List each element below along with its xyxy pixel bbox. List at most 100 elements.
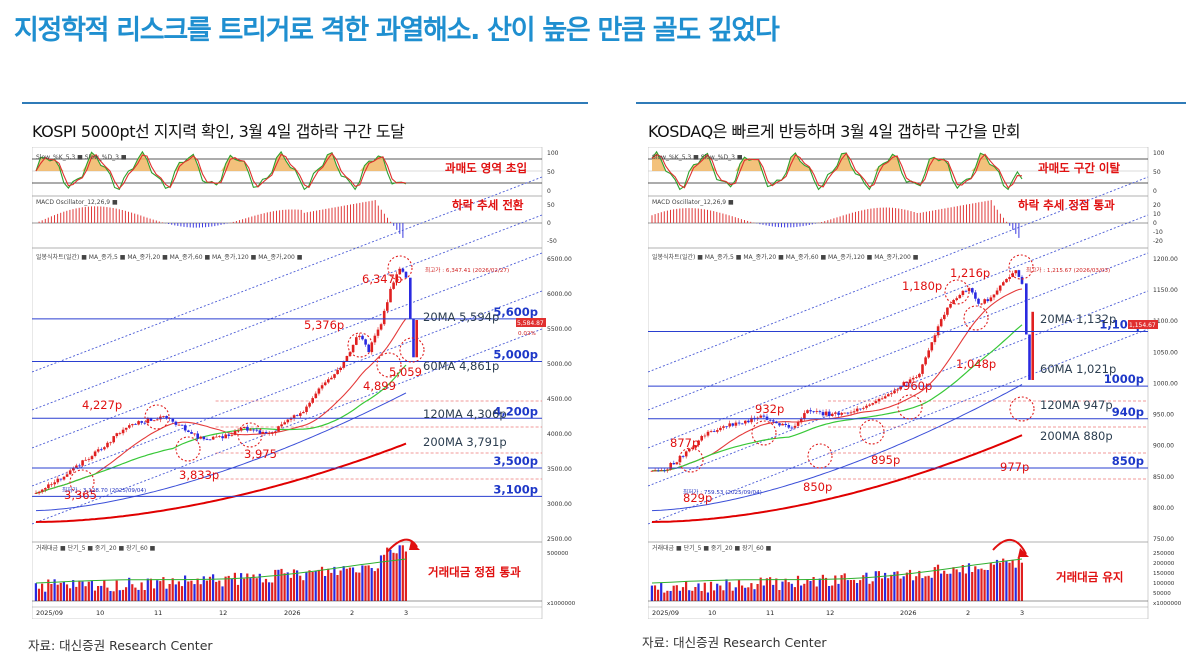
candle-body (308, 402, 311, 407)
volume-bar (756, 584, 759, 601)
volume-bar (731, 590, 734, 601)
current-price-label: 1,154.67 (1129, 322, 1156, 329)
pivot-circle (751, 420, 777, 446)
volume-note: 거래대금 유지 (1056, 570, 1123, 584)
volume-bar (320, 566, 324, 601)
candle-body (778, 423, 781, 426)
volume-bar (311, 571, 314, 601)
candle-body (784, 423, 787, 425)
pivot-circle (69, 469, 95, 495)
macd-note: 하락 추세 정점 통과 (1018, 198, 1115, 212)
volume-bar (134, 587, 137, 601)
candle-body (846, 412, 850, 414)
price-tick-label: 5500.00 (547, 326, 572, 333)
candle-body (759, 415, 763, 418)
volume-bar (193, 584, 196, 601)
candle-body (905, 382, 909, 383)
candle-body (955, 298, 958, 301)
price-tick-label: 2500.00 (547, 536, 572, 543)
volume-bar (93, 590, 97, 601)
candle-body (81, 460, 84, 466)
volume-bar (153, 588, 156, 601)
candle-body (818, 411, 822, 413)
volume-bar (921, 578, 924, 601)
headline: 지정학적 리스크를 트리거로 격한 과열해소. 산이 높은 만큼 골도 깊었다 (14, 15, 780, 46)
volume-bar (949, 573, 952, 601)
x-tick-label: 2025/09 (36, 609, 63, 617)
candle-body (855, 408, 859, 412)
candle-body (908, 379, 912, 383)
pivot-circle (237, 422, 263, 448)
candle-body (681, 456, 685, 457)
volume-bar (694, 587, 697, 601)
pivot-label: 1,180p (902, 279, 942, 293)
x-tick-label: 2025/09 (652, 609, 679, 617)
candle-body (395, 274, 398, 283)
high-note: 최고가 : 1,215.67 (2026/03/03) (1026, 266, 1110, 274)
volume-bar (342, 566, 345, 601)
trend-channel-line (648, 252, 1149, 449)
candle-body (684, 451, 688, 457)
candle-body (258, 430, 262, 434)
x-tick-label: 3 (404, 609, 408, 617)
candle-body (233, 431, 237, 435)
volume-bar (930, 577, 933, 601)
candle-body (333, 374, 336, 378)
volume-bar (112, 591, 115, 601)
candle-body (218, 436, 221, 437)
volume-bar (345, 568, 348, 601)
volume-bar (691, 590, 694, 601)
pivot-label: 4,899 (363, 379, 396, 393)
candle-body (918, 373, 921, 378)
candle-body (672, 463, 676, 465)
candle-body (93, 451, 97, 456)
x-tick-label: 11 (766, 609, 774, 617)
volume-bar (737, 580, 741, 601)
candle-body (34, 493, 38, 494)
x-tick-label: 2026 (900, 609, 917, 617)
volume-bar (1002, 558, 1005, 601)
pivot-label: 850p (803, 480, 832, 494)
candle-body (78, 465, 81, 467)
candle-body (883, 396, 887, 399)
volume-bar (379, 555, 383, 601)
volume-bar (149, 578, 152, 601)
ma-label: 20MA 5,594p (423, 310, 499, 324)
candle-body (921, 364, 924, 374)
candle-body (927, 350, 930, 358)
candle-body (902, 382, 906, 386)
volume-bar (367, 565, 370, 601)
volume-bar (196, 578, 199, 601)
candle-body (650, 470, 654, 472)
pivot-circle (1008, 254, 1034, 280)
volume-bar (50, 584, 53, 601)
volume-bar (190, 580, 193, 601)
volume-ma-line (651, 558, 1023, 584)
candle-body (311, 398, 314, 403)
macd-note: 하락 추세 전환 (452, 198, 524, 212)
volume-bar (843, 573, 846, 601)
stoch-tick-label: 0 (547, 188, 551, 195)
macd-legend: MACD Oscillator_12,26,9 ■ (36, 199, 118, 206)
candle-body (137, 421, 140, 425)
candle-body (143, 422, 147, 424)
candle-body (731, 423, 735, 426)
trend-channel-line (648, 176, 1149, 373)
volume-bar (143, 590, 146, 601)
candle-body (230, 434, 234, 436)
volume-bar (663, 592, 666, 601)
candle-body (1025, 283, 1028, 335)
candle-body (274, 431, 277, 434)
volume-bar (905, 572, 908, 601)
price-tick-label: 3500.00 (547, 466, 572, 473)
candle-body (703, 435, 707, 437)
volume-bar (750, 583, 753, 601)
volume-note: 거래대금 정점 통과 (428, 565, 521, 579)
macd-tick-label: -50 (547, 238, 557, 245)
candle-body (1017, 270, 1021, 277)
candle-body (983, 299, 986, 304)
volume-bar (252, 574, 255, 601)
trend-channel-line (648, 290, 1149, 487)
macd-tick-label: 0 (547, 220, 551, 227)
volume-bar (87, 581, 90, 601)
